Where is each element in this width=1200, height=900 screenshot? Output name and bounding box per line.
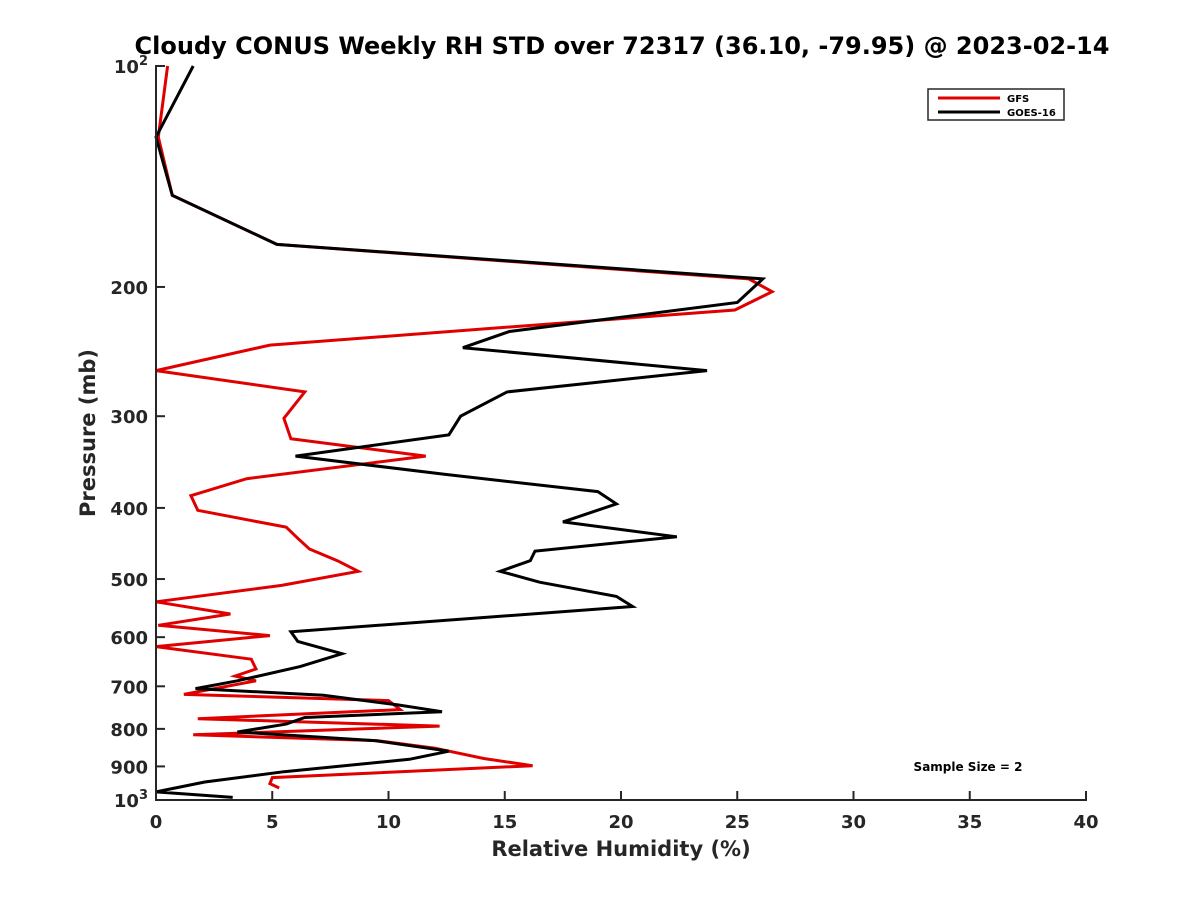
legend-label: GOES-16 [1007, 108, 1056, 119]
axes: 0 5 10 15 20 25 30 35 40 102 200 300 400 500 600 700 800… [110, 54, 1098, 833]
legend: GFS GOES-16 [927, 88, 1065, 121]
y-tick-label: 102 [114, 54, 148, 78]
chart-title: Cloudy CONUS Weekly RH STD over 72317 (3… [135, 32, 1110, 60]
x-tick-label: 25 [725, 812, 750, 833]
x-tick-label: 10 [376, 812, 401, 833]
x-tick-label: 20 [608, 812, 633, 833]
y-tick-label: 300 [110, 407, 148, 428]
x-tick-label: 0 [150, 812, 163, 833]
x-axis-label: Relative Humidity (%) [491, 837, 750, 861]
legend-label: GFS [1007, 94, 1029, 105]
y-tick-label: 900 [110, 757, 148, 778]
plot-area [154, 65, 776, 799]
y-tick-label: 500 [110, 570, 148, 591]
sample-size-annotation: Sample Size = 2 [914, 760, 1023, 774]
y-tick-label: 700 [110, 677, 148, 698]
legend-box [927, 88, 1065, 121]
y-tick-label: 200 [110, 278, 148, 299]
series-line-goes-16 [154, 65, 767, 799]
series-line-gfs [155, 65, 776, 790]
x-tick-label: 15 [492, 812, 517, 833]
x-tick-label: 35 [957, 812, 982, 833]
y-tick-label: 103 [114, 788, 148, 812]
y-tick-label: 400 [110, 499, 148, 520]
x-tick-label: 40 [1073, 812, 1098, 833]
x-tick-label: 5 [266, 812, 279, 833]
y-tick-label: 800 [110, 720, 148, 741]
y-tick-label: 600 [110, 628, 148, 649]
x-tick-label: 30 [841, 812, 866, 833]
y-axis-label: Pressure (mb) [76, 349, 100, 517]
